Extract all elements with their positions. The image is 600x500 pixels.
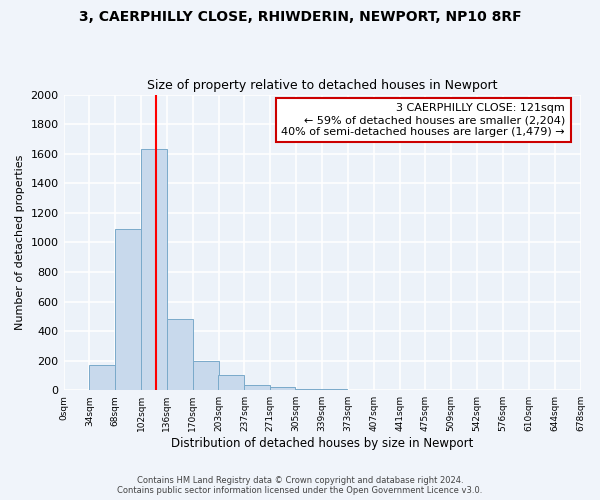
Text: 3, CAERPHILLY CLOSE, RHIWDERIN, NEWPORT, NP10 8RF: 3, CAERPHILLY CLOSE, RHIWDERIN, NEWPORT,…	[79, 10, 521, 24]
Bar	[141, 150, 167, 390]
Bar	[167, 320, 193, 390]
Y-axis label: Number of detached properties: Number of detached properties	[15, 154, 25, 330]
Title: Size of property relative to detached houses in Newport: Size of property relative to detached ho…	[147, 79, 497, 92]
Bar	[115, 229, 141, 390]
Text: 3 CAERPHILLY CLOSE: 121sqm
← 59% of detached houses are smaller (2,204)
40% of s: 3 CAERPHILLY CLOSE: 121sqm ← 59% of deta…	[281, 104, 565, 136]
Bar	[244, 385, 269, 390]
Bar	[269, 388, 295, 390]
X-axis label: Distribution of detached houses by size in Newport: Distribution of detached houses by size …	[171, 437, 473, 450]
Bar	[218, 376, 244, 390]
Text: Contains HM Land Registry data © Crown copyright and database right 2024.
Contai: Contains HM Land Registry data © Crown c…	[118, 476, 482, 495]
Bar	[295, 388, 321, 390]
Bar	[193, 360, 218, 390]
Bar	[89, 365, 115, 390]
